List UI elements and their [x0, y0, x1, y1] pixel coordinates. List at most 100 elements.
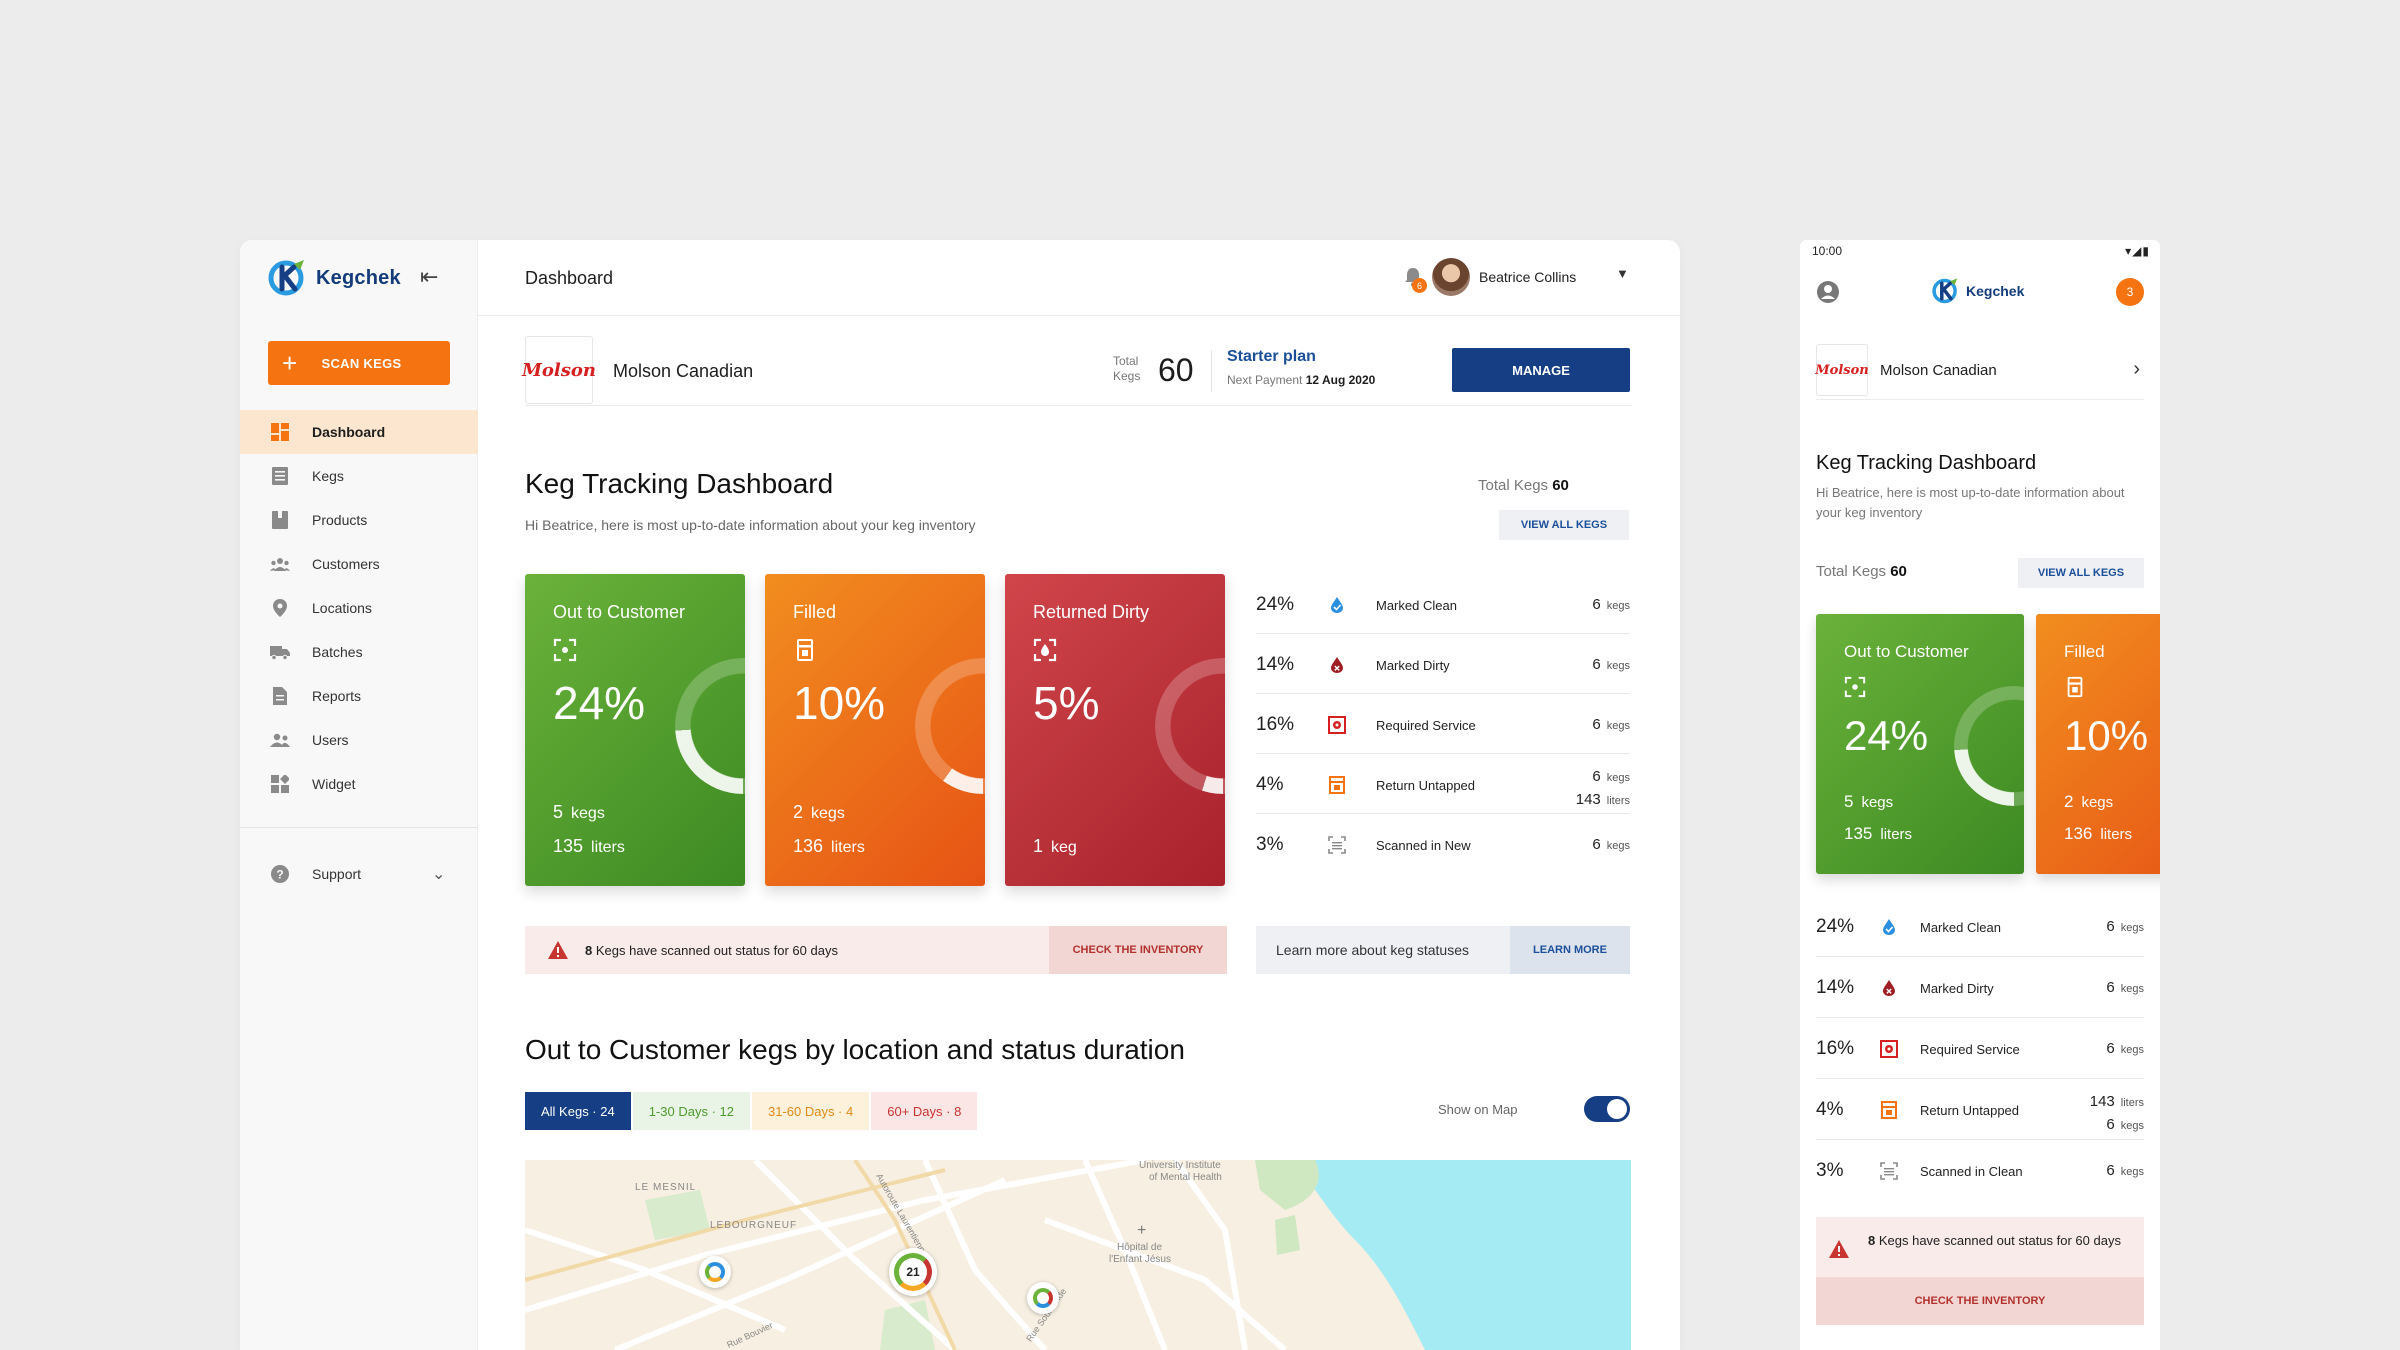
sidebar-item-dashboard[interactable]: Dashboard	[240, 410, 478, 454]
map-cluster-marker[interactable]: 21	[889, 1248, 937, 1296]
total-label-line-2: Kegs	[1113, 369, 1141, 383]
card-kegs: 2 kegs	[793, 802, 845, 823]
status-card-out-to-customer[interactable]: Out to Customer 24% 5 kegs 135 liters	[525, 574, 745, 886]
users-icon	[270, 730, 290, 750]
plan-name[interactable]: Starter plan	[1227, 348, 1316, 365]
chip-31-60-days[interactable]: 31-60 Days · 4	[751, 1092, 870, 1130]
map-label: Hôpital de	[1117, 1242, 1163, 1253]
app-logo[interactable]: Kegchek	[1932, 277, 2024, 305]
stat-row-return-untapped[interactable]: 4% Return Untapped 6 kegs 143 liters	[1256, 754, 1630, 814]
dirty-drop-icon	[1883, 980, 1895, 996]
sidebar-item-support[interactable]: ? Support ⌄	[240, 852, 478, 896]
stat-row-required-service[interactable]: 16% Required Service 6 kegs	[1816, 1018, 2144, 1079]
map-marker[interactable]	[1027, 1282, 1059, 1314]
stat-row-scanned-in-new[interactable]: 3% Scanned in New 6 kegs	[1256, 814, 1630, 874]
total-kegs-summary-label: Total Kegs	[1478, 477, 1549, 494]
stat-number: 6	[2106, 1040, 2115, 1057]
page-title: Dashboard	[525, 268, 614, 288]
sidebar-item-users[interactable]: Users	[240, 718, 478, 762]
sidebar-item-label: Kegs	[312, 468, 344, 484]
company-row[interactable]: Molson Molson Canadian ›	[1815, 344, 2144, 400]
scan-kegs-button[interactable]: + SCAN KEGS	[268, 341, 450, 385]
stat-value-kegs: 6 kegs	[1576, 766, 1630, 789]
scan-icon	[1328, 836, 1346, 854]
stat-label: Scanned in Clean	[1920, 1164, 2023, 1179]
learn-more-button[interactable]: LEARN MORE	[1510, 926, 1630, 974]
map-label: LE MESNIL	[635, 1182, 697, 1193]
stat-row-marked-dirty[interactable]: 14% Marked Dirty 6 kegs	[1256, 634, 1630, 694]
stat-percentage: 14%	[1816, 977, 1855, 998]
map-label: University Institute	[1139, 1160, 1221, 1171]
card-kegs-value: 1	[1033, 836, 1044, 856]
stat-row-marked-dirty[interactable]: 14% Marked Dirty 6 kegs	[1816, 957, 2144, 1018]
stat-label: Required Service	[1920, 1042, 2020, 1057]
check-inventory-button[interactable]: CHECK THE INVENTORY	[1816, 1277, 2144, 1325]
sidebar-item-batches[interactable]: Batches	[240, 630, 478, 674]
stat-unit: kegs	[2120, 922, 2144, 934]
scan-target-icon	[1844, 676, 1866, 698]
list-icon	[270, 466, 290, 486]
view-all-kegs-button[interactable]: VIEW ALL KEGS	[1499, 510, 1629, 540]
pin-icon	[270, 598, 290, 618]
notification-badge: 6	[1412, 278, 1427, 293]
user-account-icon[interactable]	[1816, 280, 1840, 304]
show-on-map-toggle[interactable]	[1584, 1096, 1630, 1122]
learn-more-banner: Learn more about keg statuses LEARN MORE	[1256, 926, 1630, 974]
status-card-out-to-customer[interactable]: Out to Customer 24% 5 kegs 135 liters	[1816, 614, 2024, 874]
sidebar-item-label: Locations	[312, 600, 372, 616]
stat-percentage: 24%	[1256, 594, 1295, 615]
sidebar-item-label: Products	[312, 512, 368, 528]
stat-label: Marked Dirty	[1920, 981, 1994, 996]
notification-badge[interactable]: 3	[2116, 278, 2144, 306]
sidebar-item-locations[interactable]: Locations	[240, 586, 478, 630]
card-percentage: 24%	[1844, 712, 1929, 759]
stat-row-marked-clean[interactable]: 24% Marked Clean 6 kegs	[1256, 574, 1630, 634]
collapse-sidebar-icon[interactable]: ⇤	[420, 264, 439, 289]
sidebar-item-label: Dashboard	[312, 424, 386, 440]
sidebar-item-reports[interactable]: Reports	[240, 674, 478, 718]
company-name: Molson Canadian	[613, 361, 754, 381]
next-payment-date: 12 Aug 2020	[1305, 373, 1376, 387]
stat-row-scanned-in-clean[interactable]: 3% Scanned in Clean 6 kegs	[1816, 1140, 2144, 1201]
scan-icon	[1880, 1162, 1898, 1180]
stat-number: 143	[2089, 1093, 2115, 1110]
map-marker[interactable]	[699, 1256, 731, 1288]
stat-value: 6 kegs	[2106, 979, 2144, 996]
stat-row-return-untapped[interactable]: 4% Return Untapped 143 liters 6 kegs	[1816, 1079, 2144, 1140]
sidebar-divider	[240, 827, 478, 828]
desktop-app-window: Kegchek ⇤ + SCAN KEGS Dashboard Kegs Pro…	[240, 240, 1680, 1350]
duration-filter-chips: All Kegs · 24 1-30 Days · 12 31-60 Days …	[525, 1092, 978, 1130]
avatar[interactable]	[1432, 258, 1470, 296]
status-card-filled[interactable]: Filled 10% 2 kegs 136 liters	[2036, 614, 2160, 874]
manage-button[interactable]: MANAGE	[1452, 348, 1630, 392]
stat-unit: kegs	[1606, 840, 1630, 852]
stat-row-required-service[interactable]: 16% Required Service 6 kegs	[1256, 694, 1630, 754]
card-title: Filled	[2064, 642, 2105, 661]
card-liters-value: 135	[553, 836, 584, 856]
status-card-filled[interactable]: Filled 10% 2 kegs 136 liters	[765, 574, 985, 886]
location-map[interactable]: LE MESNIL LEBOURGNEUF University Institu…	[525, 1160, 1631, 1350]
divider	[1211, 350, 1212, 392]
chip-1-30-days[interactable]: 1-30 Days · 12	[632, 1092, 750, 1130]
stat-percentage: 4%	[1816, 1099, 1844, 1120]
card-liters: 136 liters	[793, 836, 865, 857]
sidebar-item-products[interactable]: Products	[240, 498, 478, 542]
card-liters: 135 liters	[553, 836, 625, 857]
sidebar-item-customers[interactable]: Customers	[240, 542, 478, 586]
caret-down-icon[interactable]: ▼	[1616, 266, 1629, 281]
stat-unit: kegs	[2120, 1120, 2144, 1132]
stat-row-marked-clean[interactable]: 24% Marked Clean 6 kegs	[1816, 896, 2144, 957]
stat-number: 6	[2106, 1116, 2115, 1133]
status-bar-icons: ▾◢▮	[2125, 244, 2150, 258]
sidebar-item-widget[interactable]: Widget	[240, 762, 478, 806]
view-all-kegs-button[interactable]: VIEW ALL KEGS	[2018, 558, 2144, 588]
check-inventory-button[interactable]: CHECK THE INVENTORY	[1049, 926, 1227, 974]
app-logo[interactable]: Kegchek	[268, 258, 401, 298]
sidebar-item-kegs[interactable]: Kegs	[240, 454, 478, 498]
user-name[interactable]: Beatrice Collins	[1479, 269, 1577, 285]
app-name: Kegchek	[1966, 283, 2025, 299]
chip-all-kegs[interactable]: All Kegs · 24	[525, 1092, 631, 1130]
chip-60-plus-days[interactable]: 60+ Days · 8	[871, 1092, 978, 1130]
status-card-returned-dirty[interactable]: Returned Dirty 5% 1 keg	[1005, 574, 1225, 886]
learn-text: Learn more about keg statuses	[1276, 942, 1470, 958]
